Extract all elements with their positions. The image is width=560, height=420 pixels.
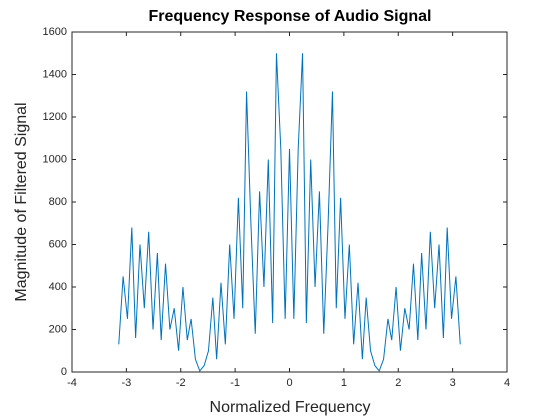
y-tick-label: 600 bbox=[49, 238, 67, 250]
x-tick-label: -1 bbox=[230, 377, 240, 389]
y-tick-label: 1600 bbox=[43, 26, 67, 38]
x-axis-label: Normalized Frequency bbox=[210, 399, 371, 416]
x-tick-label: -4 bbox=[67, 377, 77, 389]
x-tick-label: 0 bbox=[286, 377, 292, 389]
x-tick-label: 2 bbox=[395, 377, 401, 389]
y-tick-label: 0 bbox=[61, 366, 67, 378]
y-tick-label: 800 bbox=[49, 196, 67, 208]
y-tick-label: 400 bbox=[49, 281, 67, 293]
y-axis-label: Magnitude of Filtered Signal bbox=[13, 102, 30, 301]
chart-title: Frequency Response of Audio Signal bbox=[149, 8, 432, 25]
y-tick-label: 200 bbox=[49, 323, 67, 335]
axes-box bbox=[71, 31, 508, 373]
x-tick-label: 3 bbox=[450, 377, 456, 389]
data-line bbox=[118, 53, 461, 372]
plot-area bbox=[72, 32, 507, 372]
x-tick-label: 4 bbox=[504, 377, 510, 389]
x-tick-label: 1 bbox=[341, 377, 347, 389]
x-tick-label: -2 bbox=[176, 377, 186, 389]
y-tick-label: 1400 bbox=[43, 68, 67, 80]
x-tick-label: -3 bbox=[121, 377, 131, 389]
y-tick-label: 1000 bbox=[43, 153, 67, 165]
y-tick-label: 1200 bbox=[43, 111, 67, 123]
